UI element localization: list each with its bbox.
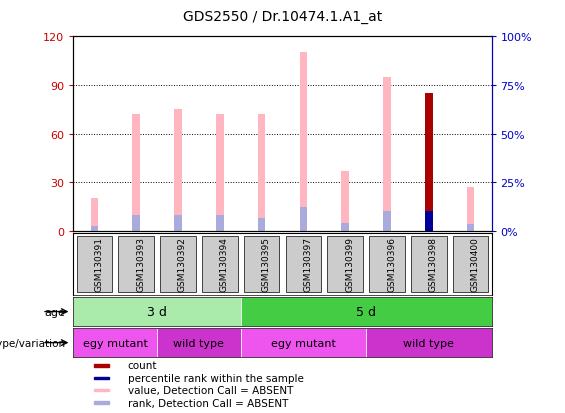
FancyBboxPatch shape — [157, 328, 241, 357]
Bar — [216, 215, 224, 231]
Bar — [425, 94, 433, 231]
Text: age: age — [44, 307, 65, 317]
Text: egy mutant: egy mutant — [83, 338, 147, 348]
Bar — [299, 207, 307, 231]
FancyBboxPatch shape — [286, 236, 321, 292]
FancyBboxPatch shape — [73, 297, 241, 326]
Bar — [216, 115, 224, 231]
Bar — [94, 364, 110, 367]
Text: GSM130399: GSM130399 — [345, 237, 354, 292]
Text: count: count — [128, 361, 157, 370]
FancyBboxPatch shape — [453, 236, 488, 292]
Text: GDS2550 / Dr.10474.1.A1_at: GDS2550 / Dr.10474.1.A1_at — [183, 10, 382, 24]
Bar — [258, 115, 266, 231]
FancyBboxPatch shape — [328, 236, 363, 292]
FancyBboxPatch shape — [411, 236, 446, 292]
Bar — [90, 226, 98, 231]
Bar — [299, 53, 307, 231]
Text: percentile rank within the sample: percentile rank within the sample — [128, 373, 303, 383]
Bar — [383, 212, 391, 231]
FancyBboxPatch shape — [202, 236, 237, 292]
Text: wild type: wild type — [173, 338, 224, 348]
Bar — [425, 94, 433, 231]
Bar — [383, 78, 391, 231]
FancyBboxPatch shape — [241, 328, 366, 357]
Bar — [94, 377, 110, 379]
Text: GSM130391: GSM130391 — [94, 237, 103, 292]
Text: egy mutant: egy mutant — [271, 338, 336, 348]
Bar — [90, 199, 98, 231]
Text: GSM130392: GSM130392 — [178, 237, 187, 292]
FancyBboxPatch shape — [244, 236, 279, 292]
FancyBboxPatch shape — [366, 328, 492, 357]
Text: GSM130397: GSM130397 — [303, 237, 312, 292]
Bar — [425, 212, 433, 231]
Text: rank, Detection Call = ABSENT: rank, Detection Call = ABSENT — [128, 398, 288, 408]
Bar — [174, 215, 182, 231]
Text: GSM130398: GSM130398 — [429, 237, 438, 292]
Text: genotype/variation: genotype/variation — [0, 338, 65, 348]
Bar — [94, 401, 110, 404]
FancyBboxPatch shape — [77, 236, 112, 292]
Bar — [94, 389, 110, 392]
Text: GSM130395: GSM130395 — [262, 237, 271, 292]
Bar — [132, 215, 140, 231]
Bar — [425, 212, 433, 231]
Bar — [258, 218, 266, 231]
Bar — [341, 171, 349, 231]
Text: GSM130396: GSM130396 — [387, 237, 396, 292]
FancyBboxPatch shape — [241, 297, 492, 326]
Text: wild type: wild type — [403, 338, 454, 348]
Text: 3 d: 3 d — [147, 305, 167, 318]
Text: 5 d: 5 d — [356, 305, 376, 318]
Text: value, Detection Call = ABSENT: value, Detection Call = ABSENT — [128, 385, 293, 395]
Bar — [467, 188, 475, 231]
Bar — [341, 223, 349, 231]
FancyBboxPatch shape — [73, 328, 157, 357]
Text: GSM130393: GSM130393 — [136, 237, 145, 292]
Text: GSM130400: GSM130400 — [471, 237, 480, 292]
FancyBboxPatch shape — [160, 236, 195, 292]
FancyBboxPatch shape — [370, 236, 405, 292]
Bar — [132, 115, 140, 231]
Text: GSM130394: GSM130394 — [220, 237, 229, 292]
FancyBboxPatch shape — [119, 236, 154, 292]
Bar — [174, 110, 182, 231]
Bar — [467, 225, 475, 231]
